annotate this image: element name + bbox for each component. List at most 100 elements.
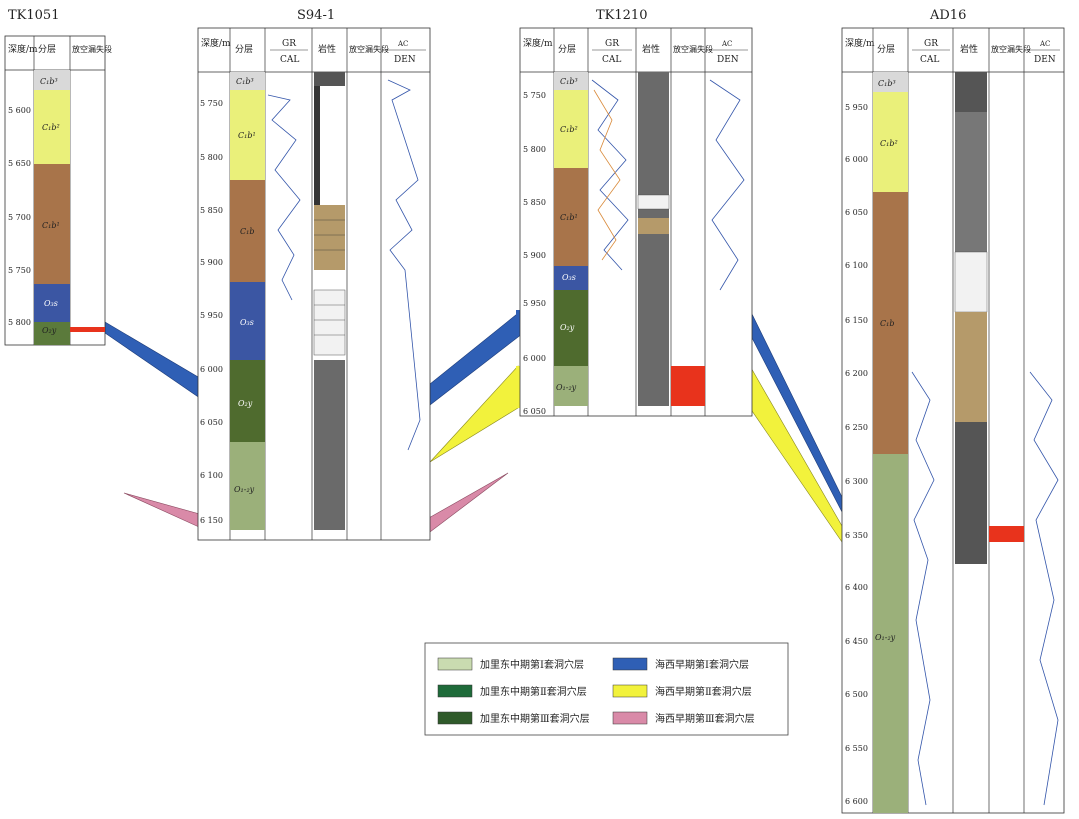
legend-swatch-2 — [437, 684, 473, 698]
s94-hdr-cal: CAL — [280, 55, 299, 65]
s94-hdr-loss: 放空漏失段 — [349, 44, 389, 54]
legend-label-0: 加里东中期第Ⅰ套洞穴层 — [480, 658, 584, 671]
svg-text:6 250: 6 250 — [845, 423, 868, 432]
well-title-tk1051: TK1051 — [8, 8, 59, 23]
tk1210-unit-0: C₁b³ — [560, 77, 578, 86]
ad16-hdr-loss: 放空漏失段 — [991, 44, 1031, 54]
tk1210-hdr-layer: 分层 — [558, 44, 576, 55]
tk1051-unit-2: C₁b¹ — [42, 221, 60, 230]
tk1210-hdr-ac: AC — [721, 40, 732, 48]
legend: 加里东中期第Ⅰ套洞穴层 海西早期第Ⅰ套洞穴层 加里东中期第Ⅱ套洞穴层 海西早期第… — [424, 642, 789, 736]
legend-label-2: 加里东中期第Ⅱ套洞穴层 — [480, 685, 587, 698]
s94-depth-ticks: 5 750 5 800 5 850 5 900 5 950 6 000 6 05… — [200, 99, 223, 525]
well-tk1210: 深度/m 分层 GR CAL 岩性 放空漏失段 AC DEN C₁b³ C₁b²… — [519, 27, 753, 417]
svg-text:5 600: 5 600 — [8, 106, 31, 115]
tk1051-hdr-loss: 放空漏失段 — [72, 44, 112, 54]
svg-text:6 000: 6 000 — [845, 155, 868, 164]
well-title-tk1210: TK1210 — [596, 8, 647, 23]
well-ad16: 深度/m 分层 GR CAL 岩性 放空漏失段 AC DEN C₁b³ C₁b²… — [841, 27, 1065, 814]
svg-text:6 200: 6 200 — [845, 369, 868, 378]
ad16-hdr-ac: AC — [1039, 40, 1050, 48]
tk1051-unit-4: O₂y — [42, 326, 57, 335]
svg-text:5 850: 5 850 — [200, 206, 223, 215]
svg-text:6 400: 6 400 — [845, 583, 868, 592]
well-tk1051: 深度/m 分层 放空漏失段 C₁b³ C₁b² C₁b¹ O₃s O₂y 5 6… — [4, 35, 112, 346]
svg-text:6 600: 6 600 — [845, 797, 868, 806]
tk1210-hdr-loss: 放空漏失段 — [673, 44, 713, 54]
well-s94-1: 深度/m 分层 GR CAL 岩性 放空漏失段 AC DEN C₁b³ C₁b¹… — [197, 27, 431, 541]
svg-text:5 700: 5 700 — [8, 213, 31, 222]
svg-text:6 000: 6 000 — [523, 354, 546, 363]
ad16-hdr-gr: GR — [924, 39, 938, 49]
ad16-unit-0: C₁b³ — [878, 79, 896, 88]
s94-hdr-lith: 岩性 — [318, 43, 336, 55]
ad16-hdr-den: DEN — [1034, 55, 1056, 65]
tk1210-ac-curve — [709, 79, 745, 291]
tk1051-unit-1: C₁b² — [42, 123, 60, 132]
svg-text:6 100: 6 100 — [845, 261, 868, 270]
svg-text:5 750: 5 750 — [200, 99, 223, 108]
s94-hdr-ac: AC — [397, 40, 408, 48]
svg-text:5 900: 5 900 — [200, 258, 223, 267]
tk1210-unit-2: C₁b¹ — [560, 213, 578, 222]
tk1210-hdr-lith: 岩性 — [642, 43, 660, 55]
s94-lith-pattern — [314, 219, 345, 336]
tk1051-unit-3: O₃s — [44, 299, 58, 308]
svg-text:5 650: 5 650 — [8, 159, 31, 168]
svg-text:6 550: 6 550 — [845, 744, 868, 753]
svg-text:6 300: 6 300 — [845, 477, 868, 486]
s94-unit-1: C₁b¹ — [238, 131, 256, 140]
well-title-s94-1: S94-1 — [297, 8, 335, 23]
tk1051-unit-0: C₁b³ — [40, 77, 58, 86]
legend-swatch-1 — [612, 657, 648, 671]
svg-text:5 950: 5 950 — [200, 311, 223, 320]
svg-text:5 950: 5 950 — [523, 299, 546, 308]
tk1210-hdr-gr: GR — [605, 39, 619, 49]
ad16-hdr-layer: 分层 — [877, 44, 895, 55]
s94-hdr-depth: 深度/m — [201, 37, 231, 49]
tk1210-cal-curve — [593, 89, 621, 261]
svg-text:6 500: 6 500 — [845, 690, 868, 699]
tk1210-unit-4: O₂y — [560, 323, 575, 332]
legend-swatch-0 — [437, 657, 473, 671]
legend-swatch-4 — [437, 711, 473, 725]
legend-label-1: 海西早期第Ⅰ套洞穴层 — [655, 658, 749, 671]
svg-text:6 050: 6 050 — [845, 208, 868, 217]
svg-text:6 100: 6 100 — [200, 471, 223, 480]
tk1051-hdr-layer: 分层 — [38, 44, 56, 55]
svg-text:5 750: 5 750 — [8, 266, 31, 275]
svg-text:5 900: 5 900 — [523, 251, 546, 260]
s94-unit-4: O₂y — [238, 399, 253, 408]
ad16-unit-1: C₁b² — [880, 139, 898, 148]
s94-ac-curve — [387, 79, 421, 451]
tk1051-hdr-depth: 深度/m — [8, 43, 38, 55]
s94-hdr-layer: 分层 — [235, 44, 253, 55]
ad16-unit-3: O₁-₂y — [875, 633, 896, 642]
svg-text:6 000: 6 000 — [200, 365, 223, 374]
ad16-hdr-cal: CAL — [920, 55, 939, 65]
s94-unit-3: O₃s — [240, 318, 254, 327]
ad16-gr-curve — [911, 371, 935, 806]
svg-text:6 350: 6 350 — [845, 531, 868, 540]
svg-text:6 050: 6 050 — [200, 418, 223, 427]
tk1210-unit-3: O₃s — [562, 273, 576, 282]
ad16-depth-ticks: 5 950 6 000 6 050 6 100 6 150 6 200 6 25… — [845, 103, 868, 806]
tk1210-unit-5: O₁-₂y — [556, 383, 577, 392]
s94-unit-5: O₁-₂y — [234, 485, 255, 494]
ad16-hdr-lith: 岩性 — [960, 43, 978, 55]
legend-label-5: 海西早期第Ⅲ套洞穴层 — [655, 712, 755, 725]
tk1210-gr-curve — [591, 79, 629, 271]
svg-text:5 800: 5 800 — [523, 145, 546, 154]
s94-unit-2: C₁b — [240, 227, 254, 236]
legend-label-4: 加里东中期第Ⅲ套洞穴层 — [480, 712, 590, 725]
svg-text:5 750: 5 750 — [523, 91, 546, 100]
legend-swatch-5 — [612, 711, 648, 725]
blue-band-tk1051-s94 — [104, 321, 211, 406]
well-title-ad16: AD16 — [929, 8, 966, 23]
svg-text:6 150: 6 150 — [200, 516, 223, 525]
tk1051-depth-ticks: 5 600 5 650 5 700 5 750 5 800 — [8, 106, 31, 327]
svg-text:5 850: 5 850 — [523, 198, 546, 207]
ad16-ac-curve — [1029, 371, 1059, 806]
svg-text:6 150: 6 150 — [845, 316, 868, 325]
